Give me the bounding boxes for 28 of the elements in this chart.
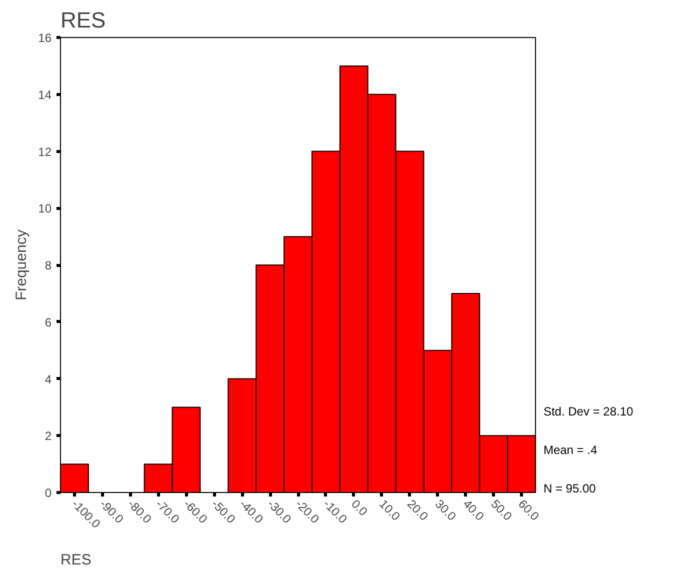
text: N = 95.00 <box>543 482 596 496</box>
x-tick-label: -10.0 <box>320 496 350 526</box>
x-tick-label: -60.0 <box>180 496 210 526</box>
y-tick-label: 8 <box>44 258 52 272</box>
text: Std. Dev = 28.10 <box>543 404 634 418</box>
y-tick-label: 14 <box>38 88 52 102</box>
y-tick-label: 0 <box>44 486 52 500</box>
x-tick-label: 40.0 <box>460 496 487 524</box>
y-tick-label: 6 <box>44 315 52 330</box>
text: Mean = .4 <box>543 442 598 457</box>
y-tick-label: 16 <box>38 31 52 45</box>
x-tick-label: -20.0 <box>292 496 322 526</box>
x-tick-label: 60.0 <box>516 496 542 524</box>
x-tick-label: 30.0 <box>432 496 460 524</box>
y-tick-label: 2 <box>44 429 52 444</box>
y-tick-label: 4 <box>44 372 52 386</box>
x-axis-title: RES <box>60 552 92 568</box>
y-tick-label: 10 <box>38 202 52 216</box>
chart-title: RES <box>60 8 106 32</box>
x-tick-label: -40.0 <box>236 496 266 526</box>
x-tick-label: 0.0 <box>348 496 371 519</box>
x-tick-label: -80.0 <box>125 496 155 526</box>
y-tick-label: 12 <box>38 144 52 159</box>
x-tick-label: -50.0 <box>208 496 238 526</box>
y-axis-title: Frequency <box>13 229 30 300</box>
x-tick-label: 20.0 <box>404 496 432 524</box>
x-tick-label: -30.0 <box>264 496 294 526</box>
x-tick-label: 10.0 <box>376 496 404 524</box>
